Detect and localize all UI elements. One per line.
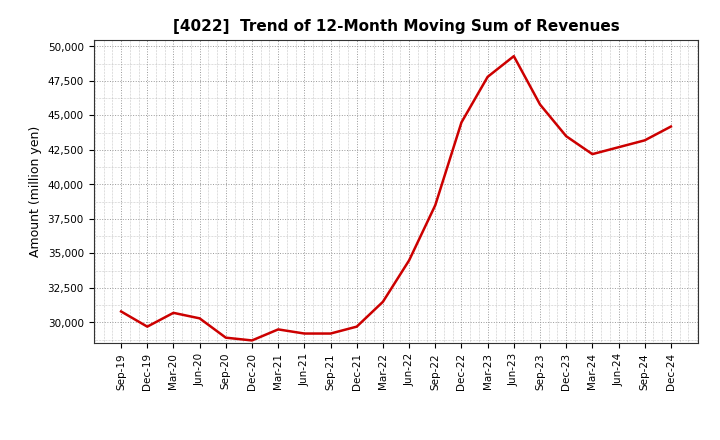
Title: [4022]  Trend of 12-Month Moving Sum of Revenues: [4022] Trend of 12-Month Moving Sum of R…: [173, 19, 619, 34]
Y-axis label: Amount (million yen): Amount (million yen): [29, 126, 42, 257]
